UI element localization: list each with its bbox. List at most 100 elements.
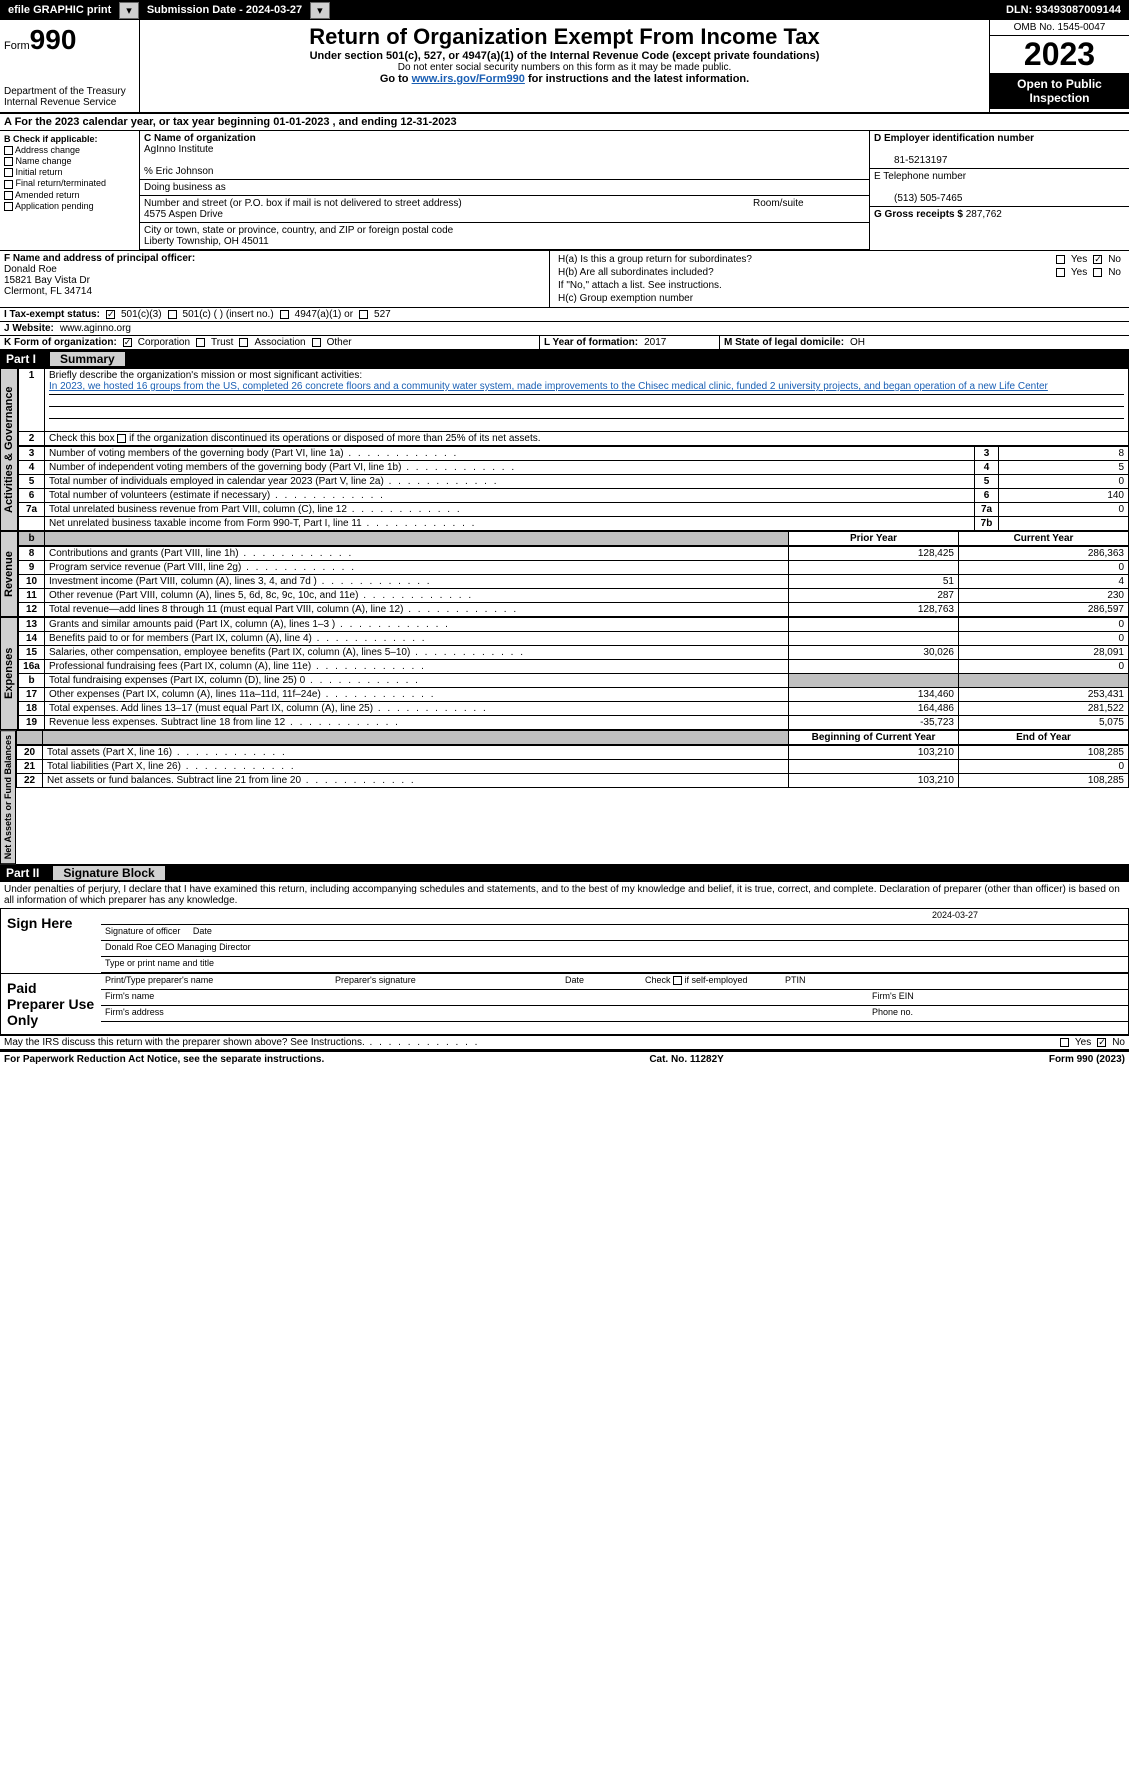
domicile: OH	[850, 337, 865, 348]
revenue-section: Revenue b Prior Year Current Year 8Contr…	[0, 531, 1129, 617]
col-c: C Name of organization AgInno Institute …	[140, 131, 869, 250]
org-name: AgInno Institute	[144, 144, 214, 155]
self-employed: Check if self-employed	[641, 974, 781, 990]
print-button[interactable]: ▾	[119, 2, 139, 19]
dba-label: Doing business as	[140, 180, 869, 196]
cb-name: Name change	[4, 156, 135, 166]
ha-no[interactable]	[1093, 255, 1102, 264]
city: Liberty Township, OH 45011	[144, 236, 269, 247]
dropdown-button[interactable]: ▾	[310, 2, 330, 19]
form-header: Form990 Department of the Treasury Inter…	[0, 20, 1129, 114]
officer-name: Donald Roe	[4, 264, 57, 275]
ck-corp[interactable]	[123, 338, 132, 347]
hdr-prior: Prior Year	[789, 532, 959, 546]
ptin-label: PTIN	[781, 974, 1128, 990]
firm-ein-label: Firm's EIN	[868, 990, 1128, 1006]
firm-addr-label: Firm's address	[101, 1006, 868, 1022]
dln: DLN: 93493087009144	[1006, 4, 1129, 16]
footer-left: For Paperwork Reduction Act Notice, see …	[4, 1054, 324, 1065]
hb-note: If "No," attach a list. See instructions…	[558, 280, 722, 291]
sig-date: 2024-03-27	[928, 909, 1128, 925]
q1-label: Briefly describe the organization's miss…	[49, 370, 362, 381]
omb-number: OMB No. 1545-0047	[990, 20, 1129, 36]
ha-label: H(a) Is this a group return for subordin…	[558, 254, 1050, 265]
year-formation-label: L Year of formation:	[544, 337, 638, 348]
type-name-label: Type or print name and title	[101, 957, 1128, 973]
section-a: A For the 2023 calendar year, or tax yea…	[0, 114, 1129, 131]
ck-501c[interactable]	[168, 310, 177, 319]
officer-sig: Donald Roe CEO Managing Director	[101, 941, 1128, 957]
discuss-no[interactable]	[1097, 1038, 1106, 1047]
expenses-section: Expenses 13Grants and similar amounts pa…	[0, 617, 1129, 730]
col-d: D Employer identification number 81-5213…	[869, 131, 1129, 250]
hdr-curr: Current Year	[959, 532, 1129, 546]
section-bcd: B Check if applicable: Address change Na…	[0, 131, 1129, 251]
street-label: Number and street (or P.O. box if mail i…	[144, 198, 462, 209]
ck-trust[interactable]	[196, 338, 205, 347]
gross-receipts: 287,762	[966, 209, 1002, 220]
firm-name-label: Firm's name	[101, 990, 868, 1006]
cb-pending: Application pending	[4, 201, 135, 211]
subtitle-3: Go to www.irs.gov/Form990 for instructio…	[144, 73, 985, 85]
topbar: efile GRAPHIC print ▾ Submission Date - …	[0, 0, 1129, 20]
net-assets-section: Net Assets or Fund Balances Beginning of…	[0, 730, 1129, 864]
website-label: J Website:	[4, 323, 54, 334]
footer-right: Form 990 (2023)	[1049, 1054, 1125, 1065]
dept-treasury: Department of the Treasury	[4, 86, 135, 97]
cb-final: Final return/terminated	[4, 178, 135, 188]
year-formation: 2017	[644, 337, 666, 348]
section-i: I Tax-exempt status: 501(c)(3) 501(c) ( …	[0, 308, 1129, 322]
ha-yes[interactable]	[1056, 255, 1065, 264]
street: 4575 Aspen Drive	[144, 209, 223, 220]
ck-4947[interactable]	[280, 310, 289, 319]
subtitle-1: Under section 501(c), 527, or 4947(a)(1)…	[144, 50, 985, 62]
form-number: Form990	[4, 24, 135, 56]
side-ag: Activities & Governance	[0, 368, 18, 531]
city-label: City or town, state or province, country…	[144, 225, 453, 236]
ck-discontinued[interactable]	[117, 434, 126, 443]
irs-link[interactable]: www.irs.gov/Form990	[412, 73, 525, 85]
may-discuss: May the IRS discuss this return with the…	[4, 1037, 1054, 1048]
care-of: % Eric Johnson	[144, 166, 213, 177]
section-klm: K Form of organization: Corporation Trus…	[0, 336, 1129, 350]
mission-text: In 2023, we hosted 16 groups from the US…	[49, 381, 1048, 392]
form-org-label: K Form of organization:	[4, 337, 117, 348]
ck-other[interactable]	[312, 338, 321, 347]
cb-address: Address change	[4, 145, 135, 155]
hb-no[interactable]	[1093, 268, 1102, 277]
officer-addr1: 15821 Bay Vista Dr	[4, 275, 90, 286]
hdr-beg: Beginning of Current Year	[789, 731, 959, 745]
side-na: Net Assets or Fund Balances	[0, 730, 16, 864]
submission-date: Submission Date - 2024-03-27	[139, 4, 310, 16]
gross-label: G Gross receipts $	[874, 209, 963, 220]
ein-label: D Employer identification number	[874, 133, 1034, 144]
hb-yes[interactable]	[1056, 268, 1065, 277]
open-inspection: Open to Public Inspection	[990, 73, 1129, 109]
telephone: (513) 505-7465	[874, 193, 962, 204]
hdr-end: End of Year	[959, 731, 1129, 745]
org-name-label: C Name of organization	[144, 133, 256, 144]
ein: 81-5213197	[874, 155, 947, 166]
form-title: Return of Organization Exempt From Incom…	[144, 24, 985, 50]
activities-governance: Activities & Governance 1 Briefly descri…	[0, 368, 1129, 531]
subtitle-2: Do not enter social security numbers on …	[144, 62, 985, 73]
side-rev: Revenue	[0, 531, 18, 617]
hc-label: H(c) Group exemption number	[558, 293, 693, 304]
room-label: Room/suite	[749, 196, 869, 223]
preparer-sig-label: Preparer's signature	[331, 974, 561, 990]
tax-exempt-label: I Tax-exempt status:	[4, 309, 100, 320]
officer-addr2: Clermont, FL 34714	[4, 286, 92, 297]
sig-officer-label: Signature of officer	[105, 926, 180, 936]
efile-label: efile GRAPHIC print	[0, 4, 119, 16]
ck-527[interactable]	[359, 310, 368, 319]
ck-assoc[interactable]	[239, 338, 248, 347]
footer: For Paperwork Reduction Act Notice, see …	[0, 1050, 1129, 1067]
col-b-header: B Check if applicable:	[4, 134, 135, 144]
preparer-date-label: Date	[561, 974, 641, 990]
discuss-yes[interactable]	[1060, 1038, 1069, 1047]
perjury-declaration: Under penalties of perjury, I declare th…	[0, 882, 1129, 908]
ck-501c3[interactable]	[106, 310, 115, 319]
part1-header: Part ISummary	[0, 350, 1129, 368]
irs-label: Internal Revenue Service	[4, 97, 135, 108]
paid-preparer: Paid Preparer Use Only	[1, 974, 101, 1034]
